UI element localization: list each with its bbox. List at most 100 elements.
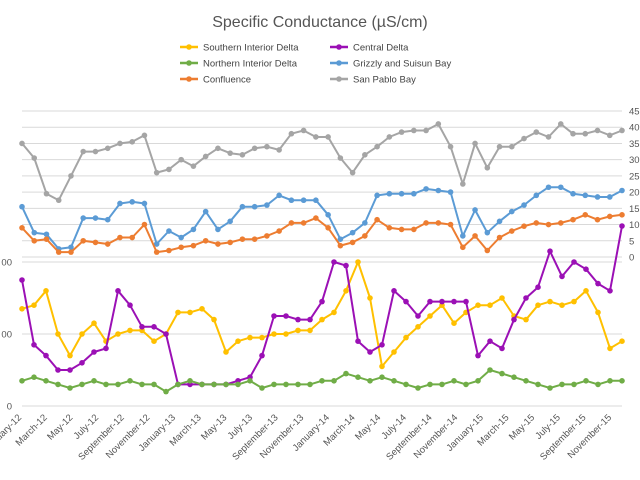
data-point-san-pablo-bay: [190, 163, 197, 169]
data-point-grizzly-and-suisun-bay: [533, 192, 540, 199]
data-point-southern-interior-delta: [331, 309, 337, 316]
data-point-san-pablo-bay: [43, 190, 50, 197]
data-point-grizzly-and-suisun-bay: [325, 212, 331, 218]
top-y-tick-label: 45: [629, 107, 640, 118]
data-point-northern-interior-delta: [547, 385, 553, 391]
data-point-confluence: [496, 234, 503, 241]
data-point-san-pablo-bay: [117, 140, 123, 147]
data-point-central-delta: [391, 288, 397, 294]
data-point-san-pablo-bay: [227, 150, 233, 156]
data-point-san-pablo-bay: [521, 135, 527, 142]
data-point-confluence: [276, 228, 282, 234]
data-point-confluence: [447, 221, 454, 228]
legend-label-grizzly-and-suisun-bay: Grizzly and Suisun Bay: [353, 59, 451, 70]
x-tick-label: May-13: [199, 412, 229, 442]
data-point-confluence: [68, 249, 74, 255]
data-point-central-delta: [499, 345, 505, 352]
data-point-grizzly-and-suisun-bay: [545, 184, 552, 191]
top-y-tick-label: 0: [629, 253, 634, 264]
data-point-grizzly-and-suisun-bay: [31, 229, 38, 236]
data-point-confluence: [43, 236, 50, 242]
data-point-northern-interior-delta: [259, 385, 265, 391]
bottom-panel-gridlines: [22, 261, 622, 407]
data-point-grizzly-and-suisun-bay: [460, 233, 466, 239]
data-point-confluence: [398, 226, 405, 233]
data-point-san-pablo-bay: [166, 166, 172, 173]
data-point-grizzly-and-suisun-bay: [190, 226, 197, 233]
data-point-san-pablo-bay: [141, 132, 148, 139]
data-point-southern-interior-delta: [343, 288, 349, 294]
legend-label-southern-interior-delta: Southern Interior Delta: [203, 43, 299, 54]
data-point-southern-interior-delta: [151, 338, 157, 345]
data-point-central-delta: [463, 298, 469, 305]
data-point-northern-interior-delta: [595, 381, 601, 388]
data-point-san-pablo-bay: [557, 121, 564, 127]
data-point-san-pablo-bay: [472, 140, 478, 147]
data-point-san-pablo-bay: [55, 197, 62, 204]
legend-marker-confluence: [186, 76, 192, 82]
data-point-confluence: [19, 225, 25, 231]
data-point-grizzly-and-suisun-bay: [496, 218, 503, 225]
legend-marker-southern-interior-delta: [186, 44, 192, 50]
data-point-san-pablo-bay: [398, 129, 405, 135]
data-point-central-delta: [487, 338, 493, 345]
data-point-southern-interior-delta: [415, 324, 421, 330]
data-point-san-pablo-bay: [447, 143, 454, 150]
data-point-northern-interior-delta: [307, 381, 313, 388]
data-point-san-pablo-bay: [92, 148, 99, 155]
data-point-confluence: [92, 239, 99, 246]
data-point-northern-interior-delta: [391, 378, 397, 384]
top-y-tick-label: 15: [629, 204, 640, 215]
legend-marker-northern-interior-delta: [186, 60, 192, 66]
data-point-northern-interior-delta: [271, 381, 277, 388]
data-point-grizzly-and-suisun-bay: [43, 231, 50, 238]
data-point-central-delta: [307, 316, 313, 323]
data-point-central-delta: [31, 342, 37, 348]
data-point-san-pablo-bay: [104, 145, 111, 152]
data-point-san-pablo-bay: [606, 132, 613, 139]
data-point-southern-interior-delta: [607, 345, 613, 352]
data-point-confluence: [570, 216, 576, 223]
data-point-confluence: [557, 220, 564, 226]
data-point-central-delta: [67, 367, 73, 373]
data-point-grizzly-and-suisun-bay: [264, 202, 270, 208]
data-point-northern-interior-delta: [19, 378, 25, 384]
data-point-confluence: [349, 239, 356, 246]
data-point-central-delta: [331, 259, 337, 265]
data-point-san-pablo-bay: [570, 130, 576, 137]
data-point-san-pablo-bay: [313, 134, 319, 140]
data-point-confluence: [521, 223, 527, 229]
data-point-central-delta: [19, 277, 25, 283]
data-point-grizzly-and-suisun-bay: [19, 203, 25, 210]
data-point-grizzly-and-suisun-bay: [386, 190, 393, 197]
data-point-southern-interior-delta: [355, 259, 361, 265]
data-point-san-pablo-bay: [202, 153, 209, 160]
data-point-northern-interior-delta: [235, 381, 241, 388]
data-point-northern-interior-delta: [295, 381, 301, 388]
data-point-northern-interior-delta: [31, 374, 37, 381]
series-line-confluence: [21, 213, 623, 254]
data-point-confluence: [460, 244, 466, 251]
data-point-southern-interior-delta: [55, 331, 61, 337]
data-point-central-delta: [91, 349, 97, 355]
data-point-san-pablo-bay: [215, 145, 221, 152]
data-point-confluence: [104, 241, 111, 247]
data-point-grizzly-and-suisun-bay: [92, 215, 99, 221]
data-point-northern-interior-delta: [355, 374, 361, 381]
data-point-southern-interior-delta: [559, 302, 565, 309]
data-point-central-delta: [583, 266, 589, 273]
data-point-confluence: [215, 241, 221, 247]
data-point-grizzly-and-suisun-bay: [129, 199, 136, 205]
data-point-confluence: [178, 244, 184, 251]
data-point-southern-interior-delta: [19, 306, 25, 312]
data-point-northern-interior-delta: [427, 381, 433, 388]
data-point-southern-interior-delta: [259, 334, 265, 341]
data-point-san-pablo-bay: [129, 139, 136, 145]
data-point-san-pablo-bay: [239, 152, 246, 158]
top-y-tick-label: 10: [629, 220, 640, 231]
series-line-grizzly-and-suisun-bay: [21, 186, 623, 250]
data-point-grizzly-and-suisun-bay: [557, 184, 564, 191]
data-point-northern-interior-delta: [223, 381, 229, 388]
